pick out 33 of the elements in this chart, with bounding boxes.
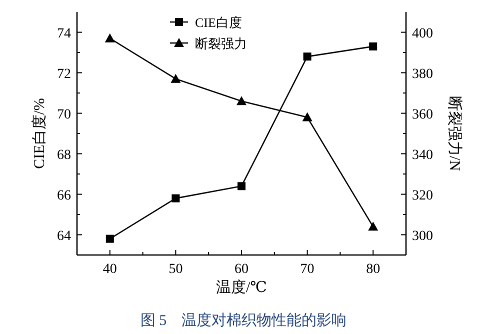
y-axis-title: CIE白度/% bbox=[31, 98, 48, 169]
y2-tick-label: 400 bbox=[412, 26, 433, 42]
y-tick-label: 68 bbox=[57, 148, 71, 163]
point bbox=[172, 194, 180, 202]
point bbox=[104, 33, 115, 42]
x-tick-label: 60 bbox=[234, 262, 248, 277]
x-tick-label: 50 bbox=[168, 262, 183, 277]
point bbox=[369, 42, 378, 50]
legend-label: CIE白度 bbox=[195, 15, 242, 30]
y2-tick-label: 380 bbox=[412, 66, 433, 82]
y2-tick-label: 340 bbox=[412, 148, 433, 163]
x-tick-label: 70 bbox=[300, 262, 314, 277]
x-axis-title: 温度/℃ bbox=[216, 279, 267, 296]
x-tick-label: 80 bbox=[366, 262, 380, 277]
y2-tick-label: 300 bbox=[412, 228, 433, 244]
text: 图 5 温度对棉织物性能的影响 bbox=[140, 312, 347, 329]
point bbox=[170, 74, 181, 83]
point bbox=[302, 112, 312, 122]
x-tick-label: 40 bbox=[102, 262, 117, 277]
point bbox=[303, 52, 312, 61]
point bbox=[368, 222, 378, 231]
legend-label: 断裂强力 bbox=[195, 36, 247, 51]
y2-tick-label: 360 bbox=[412, 107, 433, 122]
y-tick-label: 72 bbox=[57, 66, 71, 82]
y-tick-label: 74 bbox=[57, 26, 71, 42]
y-tick-label: 70 bbox=[57, 107, 71, 122]
y-tick-label: 64 bbox=[57, 228, 71, 244]
y2-tick-label: 320 bbox=[412, 188, 433, 204]
y2-axis-title: 断裂强力/N bbox=[446, 96, 463, 172]
point bbox=[106, 234, 114, 243]
y-tick-label: 66 bbox=[57, 188, 71, 204]
point bbox=[236, 96, 246, 106]
point bbox=[238, 182, 246, 190]
